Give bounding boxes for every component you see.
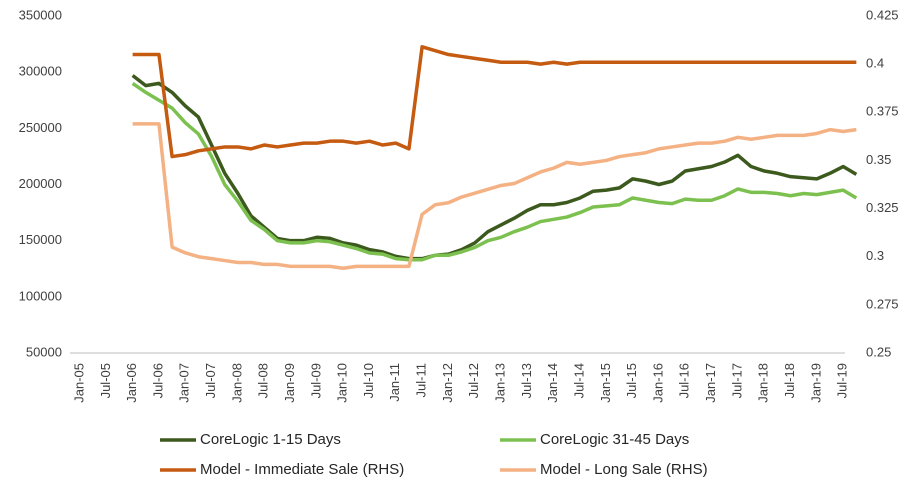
y2-tick-label: 0.25 — [866, 344, 891, 359]
legend: CoreLogic 1-15 Days CoreLogic 31-45 Days M… — [160, 431, 708, 478]
y-tick-label: 150000 — [19, 232, 62, 247]
x-tick-label: Jan-16 — [650, 363, 665, 403]
x-tick-label: Jul-15 — [624, 363, 639, 398]
legend-label: CoreLogic 1-15 Days — [200, 431, 341, 448]
y2-tick-label: 0.325 — [866, 200, 899, 215]
x-tick-label: Jul-09 — [308, 363, 323, 398]
x-tick-label: Jul-14 — [571, 363, 586, 398]
x-tick-label: Jan-10 — [335, 363, 350, 403]
x-tick-label: Jan-11 — [387, 363, 402, 402]
x-tick-label: Jul-07 — [203, 363, 218, 398]
x-tick-label: Jul-06 — [150, 363, 165, 398]
x-tick-label: Jan-07 — [177, 363, 192, 403]
x-tick-label: Jul-10 — [361, 363, 376, 398]
x-tick-label: Jan-15 — [598, 363, 613, 403]
y-tick-label: 200000 — [19, 176, 62, 191]
x-tick-label: Jul-11 — [414, 363, 429, 397]
x-tick-label: Jan-08 — [229, 363, 244, 403]
x-tick-label: Jul-08 — [256, 363, 271, 398]
x-tick-label: Jul-19 — [835, 363, 850, 398]
x-tick-label: Jan-05 — [71, 363, 86, 403]
series-line — [132, 122, 857, 271]
x-tick-label: Jan-13 — [492, 363, 507, 403]
y2-tick-label: 0.3 — [866, 248, 884, 263]
y-tick-label: 350000 — [19, 7, 62, 22]
x-tick-label: Jul-12 — [466, 363, 481, 398]
y-tick-label: 250000 — [19, 120, 62, 135]
y2-tick-label: 0.4 — [866, 56, 884, 71]
x-tick-label: Jan-12 — [440, 363, 455, 403]
x-tick-label: Jan-09 — [282, 363, 297, 403]
x-tick-label: Jul-17 — [729, 363, 744, 398]
y2-tick-label: 0.35 — [866, 152, 891, 167]
legend-label: Model - Immediate Sale (RHS) — [200, 461, 404, 478]
x-tick-label: Jan-19 — [808, 363, 823, 403]
x-tick-label: Jul-18 — [782, 363, 797, 398]
series-line — [131, 81, 858, 262]
series-line — [132, 45, 857, 159]
y2-tick-label: 0.425 — [866, 7, 899, 22]
x-tick-label: Jan-14 — [545, 363, 560, 403]
x-tick-label: Jan-18 — [756, 363, 771, 403]
y-tick-label: 100000 — [19, 288, 62, 303]
legend-label: Model - Long Sale (RHS) — [540, 461, 708, 478]
legend-label: CoreLogic 31-45 Days — [540, 431, 689, 448]
x-tick-label: Jan-06 — [124, 363, 139, 403]
y2-tick-label: 0.375 — [866, 104, 899, 119]
y-tick-label: 50000 — [26, 344, 62, 359]
x-tick-label: Jul-13 — [519, 363, 534, 398]
y-tick-label: 300000 — [19, 64, 62, 79]
series-line — [131, 74, 858, 261]
x-tick-label: Jul-05 — [98, 363, 113, 398]
x-tick-label: Jan-17 — [703, 363, 718, 403]
y2-tick-label: 0.275 — [866, 296, 899, 311]
x-tick-label: Jul-16 — [677, 363, 692, 398]
